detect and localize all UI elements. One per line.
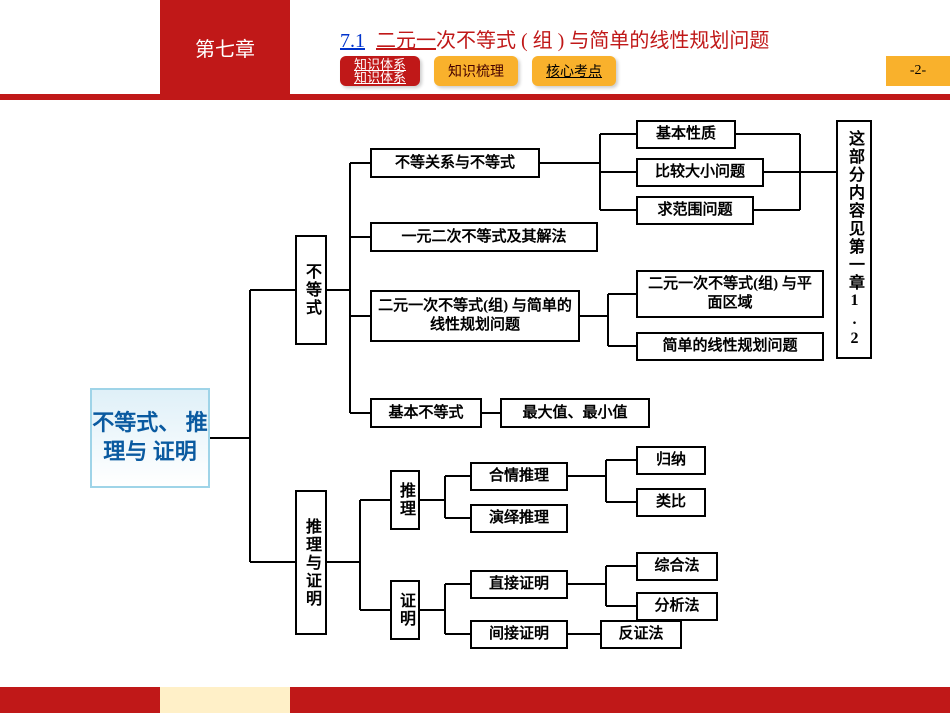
- diagram-node: 不等式: [295, 235, 327, 345]
- diagram-node: 分析法: [636, 592, 718, 621]
- diagram-node: 证明: [390, 580, 420, 640]
- diagram-node: 一元二次不等式及其解法: [370, 222, 598, 252]
- footer-accent: [160, 687, 290, 713]
- diagram-node: 比较大小问题: [636, 158, 764, 187]
- diagram-node: 简单的线性规划问题: [636, 332, 824, 361]
- tab-knowledge-system[interactable]: 知识体系 知识体系: [340, 56, 420, 86]
- footer-bar: [0, 687, 950, 713]
- root-node: 不等式、 推理与 证明: [90, 388, 210, 488]
- tab-knowledge-review[interactable]: 知识梳理: [434, 56, 518, 86]
- diagram-node: 最大值、最小值: [500, 398, 650, 428]
- tab-label: 知识梳理: [448, 61, 504, 81]
- section-title-rest: 次不等式 ( 组 ) 与简单的线性规划问题: [436, 30, 769, 52]
- diagram-node: 推理: [390, 470, 420, 530]
- header-banner: 第七章 7.1 二元一次不等式 ( 组 ) 与简单的线性规划问题 知识体系 知识…: [0, 0, 950, 94]
- tab-core-points[interactable]: 核心考点: [532, 56, 616, 86]
- diagram-node: 这部分内容见第一章1.2: [836, 120, 872, 359]
- section-number[interactable]: 7.1: [340, 30, 365, 52]
- tab-label: 知识体系: [354, 71, 406, 84]
- diagram-node: 反证法: [600, 620, 682, 649]
- chapter-badge: 第七章: [160, 0, 290, 94]
- diagram-node: 基本不等式: [370, 398, 482, 428]
- tab-label: 核心考点: [546, 61, 602, 81]
- diagram-node: 推理与证明: [295, 490, 327, 635]
- concept-map: 不等式、 推理与 证明 不等式推理与证明 不等关系与不等式一元二次不等式及其解法二…: [0, 100, 950, 680]
- diagram-node: 间接证明: [470, 620, 568, 649]
- diagram-node: 不等关系与不等式: [370, 148, 540, 178]
- section-title: 7.1 二元一次不等式 ( 组 ) 与简单的线性规划问题: [340, 24, 769, 53]
- diagram-node: 求范围问题: [636, 196, 754, 225]
- diagram-node: 综合法: [636, 552, 718, 581]
- section-title-link[interactable]: 二元一: [376, 30, 436, 52]
- page-number: -2-: [886, 56, 950, 86]
- diagram-node: 演绎推理: [470, 504, 568, 533]
- diagram-node: 直接证明: [470, 570, 568, 599]
- diagram-node: 类比: [636, 488, 706, 517]
- diagram-node: 基本性质: [636, 120, 736, 149]
- tabs: 知识体系 知识体系 知识梳理 核心考点: [340, 56, 616, 90]
- diagram-node: 合情推理: [470, 462, 568, 491]
- diagram-node: 二元一次不等式(组) 与平面区域: [636, 270, 824, 318]
- diagram-node: 归纳: [636, 446, 706, 475]
- diagram-node: 二元一次不等式(组) 与简单的线性规划问题: [370, 290, 580, 342]
